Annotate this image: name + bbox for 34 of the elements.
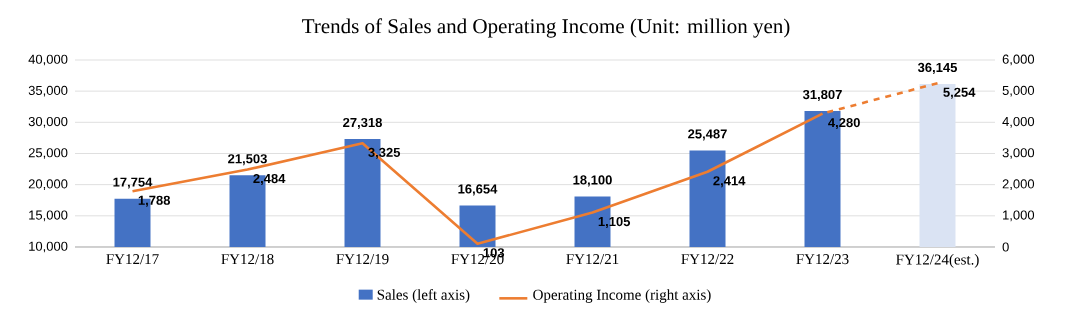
x-tick-label: FY12/21: [566, 254, 619, 265]
data-label: 5,254: [943, 87, 976, 99]
y2-tick-label: 0: [1002, 242, 1009, 252]
data-label: 36,145: [917, 62, 958, 74]
y-tick-label: 30,000: [28, 116, 68, 128]
y-tick-label: 25,000: [28, 148, 68, 159]
y-tick-label: 10,000: [29, 241, 68, 253]
y-tick-label: 15,000: [29, 210, 68, 222]
y2-tick-label: 3,000: [1002, 148, 1035, 159]
y2-tick-label: 5,000: [1002, 85, 1035, 97]
x-tick-label: FY12/18: [221, 254, 274, 265]
data-label: 16,654: [458, 184, 498, 196]
legend-label: Operating Income (right axis): [533, 289, 711, 303]
chart-title: Trends of Sales and Operating Income (Unit: million yen): [302, 18, 790, 38]
data-label: 1,788: [138, 195, 171, 207]
legend-label: Sales (left axis): [377, 289, 470, 303]
data-label: 18,100: [573, 175, 612, 187]
data-label: 27,318: [343, 117, 382, 129]
x-tick-label: FY12/24(est.): [896, 254, 979, 268]
y2-tick-label: 4,000: [1002, 116, 1035, 128]
data-label: 17,754: [113, 177, 153, 189]
x-tick-label: FY12/23: [796, 254, 849, 265]
y-tick-label: 35,000: [28, 85, 68, 97]
x-tick-label: FY12/19: [336, 254, 389, 265]
y-tick-label: 40,000: [28, 54, 68, 66]
y2-tick-label: 2,000: [1002, 179, 1035, 191]
data-label: 25,487: [688, 129, 727, 141]
y-tick-label: 20,000: [28, 179, 68, 191]
x-tick-label: FY12/22: [681, 254, 734, 265]
y2-tick-label: 6,000: [1002, 54, 1035, 66]
data-label: 31,807: [802, 89, 842, 101]
data-label: 21,503: [228, 154, 267, 166]
y2-tick-label: 1,000: [1003, 210, 1035, 222]
x-tick-label: FY12/17: [106, 254, 159, 265]
